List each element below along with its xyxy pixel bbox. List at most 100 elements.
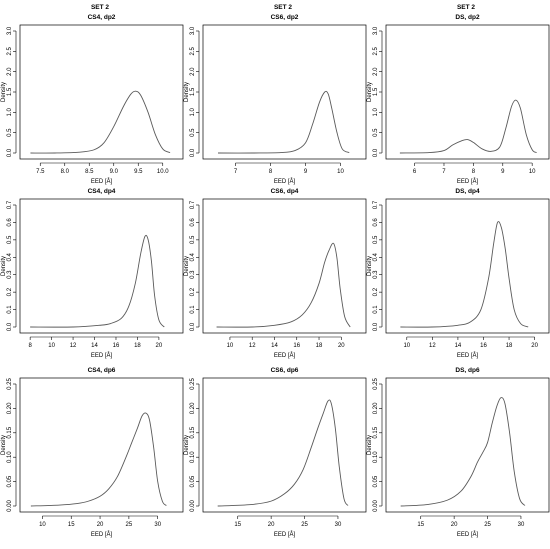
panel-6-y-tick-label: 0.7 <box>373 200 379 209</box>
panel-5-y-tick-label: 0.2 <box>190 287 196 296</box>
panel-9-x-tick-label: 20 <box>451 522 458 528</box>
panel-5-x-tick-label: 12 <box>249 343 256 349</box>
panel-8-x-axis-label: EED [Å] <box>274 531 296 538</box>
panel-6-y-tick-label: 0.0 <box>373 322 379 331</box>
panel-9-y-tick-label: 0.10 <box>373 451 379 463</box>
panel-4-y-tick-label: 0.7 <box>7 200 13 209</box>
panel-3-density-curve <box>399 99 537 154</box>
panel-7-y-tick-label: 0.25 <box>7 378 13 390</box>
panel-7-y-axis-label: Density <box>1 435 7 455</box>
panel-3-frame <box>385 24 550 160</box>
panel-3-x-tick-label: 6 <box>413 169 417 175</box>
panel-4-x-axis-label: EED [Å] <box>91 352 113 359</box>
panel-3-y-tick-label: 0.5 <box>373 128 379 137</box>
panel-1-x-tick-label: 8.5 <box>85 169 94 175</box>
panel-7-y-tick-label: 0.00 <box>7 500 13 512</box>
panel-4-x-tick-label: 20 <box>156 343 163 349</box>
panel-4-y-tick-label: 0.3 <box>7 270 13 279</box>
panel-1-density-curve <box>30 90 171 154</box>
panel-2-frame <box>202 24 367 160</box>
panel-5-x-tick-label: 20 <box>338 343 345 349</box>
panel-6-y-tick-label: 0.6 <box>373 218 379 227</box>
panel-5-y-tick-label: 0.5 <box>190 235 196 244</box>
panel-9-y-tick-label: 0.00 <box>373 500 379 512</box>
panel-8-y-tick-label: 0.20 <box>190 402 196 414</box>
panel-7-x-tick-label: 20 <box>97 522 104 528</box>
set-label-col3: SET 2 <box>457 4 475 11</box>
panel-3-x-tick-label: 9 <box>501 169 505 175</box>
panel-4-density-curve <box>30 234 165 328</box>
panel-4-x-tick-label: 18 <box>134 343 141 349</box>
panel-5-x-axis-label: EED [Å] <box>274 352 296 359</box>
panel-3-x-tick-label: 7 <box>442 169 446 175</box>
panel-3-y-tick-label: 1.0 <box>373 108 379 117</box>
panel-1-x-tick-label: 9.5 <box>134 169 143 175</box>
panel-9-x-axis-label: EED [Å] <box>457 531 479 538</box>
panel-4-x-tick-label: 12 <box>70 343 77 349</box>
panel-1-title: CS4, dp2 <box>88 14 116 21</box>
panel-7-y-tick-label: 0.05 <box>7 475 13 487</box>
panel-2-x-tick-label: 9 <box>304 169 308 175</box>
panel-8-x-tick-label: 30 <box>335 522 342 528</box>
panel-8-y-axis-label: Density <box>184 435 190 455</box>
panel-4-y-axis-label: Density <box>1 256 7 276</box>
panel-8-x-tick-label: 20 <box>268 522 275 528</box>
panel-6-x-tick-label: 16 <box>480 343 487 349</box>
panel-6-x-tick-label: 20 <box>531 343 538 349</box>
panel-3-x-tick-label: 8 <box>472 169 476 175</box>
panel-9-x-tick-label: 30 <box>518 522 525 528</box>
panel-7-title: CS4, dp6 <box>88 367 116 374</box>
panel-9-y-tick-label: 0.05 <box>373 475 379 487</box>
panel-8-title: CS6, dp6 <box>271 367 299 374</box>
panel-4-frame <box>19 198 184 334</box>
panel-2-y-tick-label: 2.5 <box>190 47 196 56</box>
panel-3-y-tick-label: 1.5 <box>373 87 379 96</box>
panel-4-y-tick-label: 0.2 <box>7 287 13 296</box>
panel-9-title: DS, dp6 <box>455 367 480 374</box>
panel-7-x-tick-label: 25 <box>126 522 133 528</box>
panel-4-x-tick-label: 14 <box>91 343 98 349</box>
panel-5-y-tick-label: 0.4 <box>190 252 196 261</box>
panel-2-x-tick-label: 8 <box>269 169 273 175</box>
panel-7-y-tick-label: 0.15 <box>7 426 13 438</box>
panel-7-density-curve <box>30 412 167 507</box>
panel-1-y-tick-label: 2.5 <box>7 47 13 56</box>
panel-5-y-tick-label: 0.0 <box>190 322 196 331</box>
panel-5-y-tick-label: 0.6 <box>190 218 196 227</box>
panel-9-y-tick-label: 0.15 <box>373 426 379 438</box>
panel-9-x-tick-label: 25 <box>484 522 491 528</box>
set-label-col1: SET 2 <box>91 4 109 11</box>
panel-2-x-tick-label: 10 <box>337 169 344 175</box>
panel-9-y-tick-label: 0.25 <box>373 378 379 390</box>
panel-8-x-tick-label: 15 <box>234 522 241 528</box>
panel-2-x-tick-label: 7 <box>234 169 238 175</box>
panel-1-x-tick-label: 10.0 <box>157 169 169 175</box>
panel-7-x-tick-label: 15 <box>68 522 75 528</box>
panel-3-y-tick-label: 3.0 <box>373 26 379 35</box>
panel-8-frame <box>202 377 367 513</box>
panel-3-y-tick-label: 2.5 <box>373 47 379 56</box>
panel-1-y-tick-label: 0.5 <box>7 128 13 137</box>
panel-8-y-tick-label: 0.10 <box>190 451 196 463</box>
panel-4-y-tick-label: 0.0 <box>7 322 13 331</box>
panel-6-x-tick-label: 14 <box>455 343 462 349</box>
panel-6-x-tick-label: 18 <box>506 343 513 349</box>
panel-6-density-curve <box>400 221 529 328</box>
panel-4-y-tick-label: 0.6 <box>7 218 13 227</box>
panel-3-x-tick-label: 10 <box>529 169 536 175</box>
panel-5-x-tick-label: 18 <box>316 343 323 349</box>
panel-2-y-tick-label: 3.0 <box>190 26 196 35</box>
panel-2-y-tick-label: 1.0 <box>190 108 196 117</box>
panel-7-y-tick-label: 0.20 <box>7 402 13 414</box>
panel-4-y-tick-label: 0.4 <box>7 252 13 261</box>
panel-8-y-tick-label: 0.25 <box>190 378 196 390</box>
panel-1-frame <box>19 24 184 160</box>
panel-2-y-tick-label: 0.5 <box>190 128 196 137</box>
panel-6-y-tick-label: 0.1 <box>373 305 379 314</box>
panel-2-y-tick-label: 1.5 <box>190 87 196 96</box>
panel-7-y-tick-label: 0.10 <box>7 451 13 463</box>
panel-7-x-tick-label: 10 <box>39 522 46 528</box>
panel-5-x-tick-label: 16 <box>293 343 300 349</box>
panel-6-y-tick-label: 0.5 <box>373 235 379 244</box>
